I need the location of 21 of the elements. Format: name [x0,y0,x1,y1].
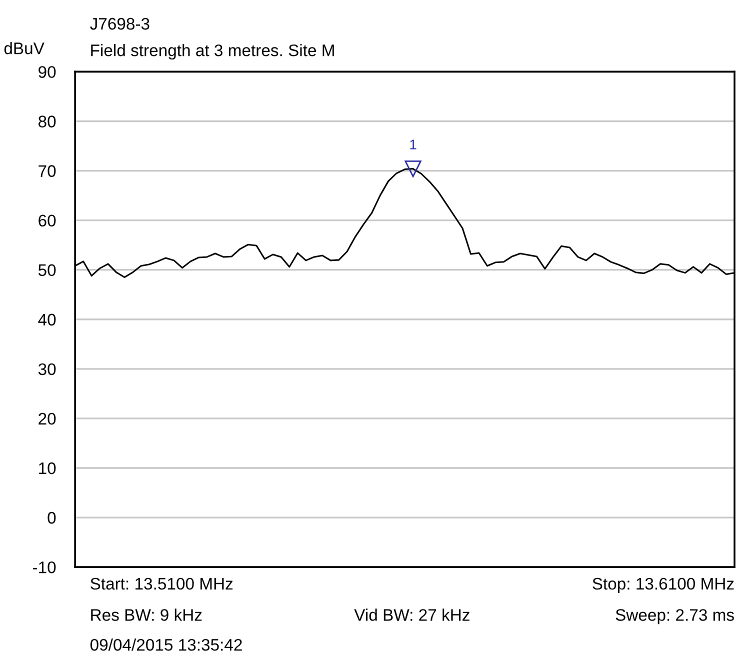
chart-subtitle: Field strength at 3 metres. Site M [91,44,334,60]
y-tick-label: 50 [38,264,56,276]
y-tick-label: 90 [38,66,56,78]
y-tick-label: -10 [32,561,56,574]
text: 09/04/2015 13:35:42 [90,638,242,651]
y-tick-label: 10 [39,462,56,474]
y-tick-label: 20 [38,412,56,425]
y-axis-title: dBuV [4,42,44,54]
y-tick-label: 40 [38,314,56,326]
text: Vid BW: 27 kHz [354,608,470,621]
text: Start: 13.5100 MHz [90,578,233,590]
text: Res BW: 9 kHz [91,608,202,621]
text: Sweep: 2.73 ms [616,609,734,624]
chart-title: J7698-3 [90,18,150,30]
text: Stop: 13.6100 MHz [592,578,734,593]
annotation: 1 [410,140,416,150]
y-tick-label: 60 [38,214,56,227]
y-tick-label: 70 [38,165,56,177]
y-tick-label: 80 [38,116,56,128]
y-tick-label: 0 [48,512,56,524]
y-tick-label: 30 [38,363,56,376]
